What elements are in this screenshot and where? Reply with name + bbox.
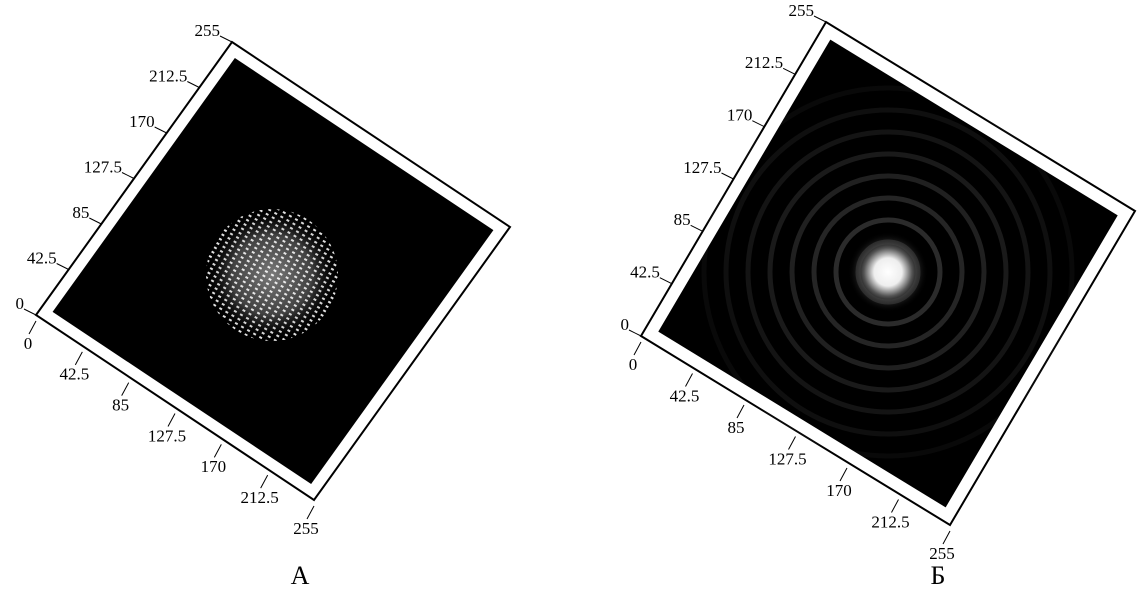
y-tick-label: 127.5 <box>683 158 721 177</box>
y-tick <box>187 82 199 88</box>
x-tick <box>307 506 314 519</box>
y-tick <box>691 225 703 231</box>
y-tick <box>814 16 826 22</box>
x-tick-label: 212.5 <box>871 512 909 531</box>
figure: 0 42.5 85 127.5 170 212.5 255 0 42.5 85 127.5 170 21… <box>0 0 1148 597</box>
y-tick-label: 42.5 <box>27 248 57 267</box>
x-tick-label: 212.5 <box>241 488 279 507</box>
speckle-glow <box>206 209 338 341</box>
y-tick <box>122 173 134 179</box>
y-tick <box>629 330 641 336</box>
page: {"chart_data": [ {"type": "surface", "xl… <box>0 0 1148 597</box>
y-tick <box>660 278 672 284</box>
y-tick-label: 170 <box>129 112 155 131</box>
y-tick-label: 85 <box>72 203 89 222</box>
y-tick-label: 255 <box>195 21 221 40</box>
x-tick <box>214 444 221 457</box>
y-tick <box>783 68 795 74</box>
core <box>848 232 928 312</box>
x-tick-label: 127.5 <box>768 449 806 468</box>
y-tick-label: 85 <box>674 210 691 229</box>
x-tick-label: 0 <box>24 334 33 353</box>
y-tick-label: 255 <box>789 1 815 20</box>
x-tick <box>168 414 175 427</box>
x-tick <box>943 531 950 544</box>
x-tick <box>686 374 693 387</box>
x-tick-label: 0 <box>629 355 638 374</box>
x-tick-label: 255 <box>293 519 319 538</box>
x-tick <box>737 405 744 418</box>
caption: Б <box>931 561 946 590</box>
x-tick <box>892 500 899 513</box>
y-tick <box>57 264 69 270</box>
y-tick <box>220 36 232 42</box>
x-tick-label: 42.5 <box>670 386 700 405</box>
x-tick <box>122 383 129 396</box>
x-tick <box>840 468 847 481</box>
y-tick-label: 170 <box>727 106 753 125</box>
y-tick-label: 0 <box>16 294 25 313</box>
y-tick <box>24 309 36 315</box>
x-tick-label: 42.5 <box>59 365 89 384</box>
x-tick-label: 85 <box>112 396 129 415</box>
x-tick <box>29 321 36 334</box>
x-tick <box>261 475 268 488</box>
y-tick <box>155 127 167 133</box>
y-tick-label: 212.5 <box>745 53 783 72</box>
x-tick-label: 85 <box>728 418 745 437</box>
x-tick-label: 127.5 <box>148 426 186 445</box>
caption: А <box>291 561 310 590</box>
y-tick <box>752 121 764 127</box>
y-tick-label: 0 <box>621 315 630 334</box>
y-tick-label: 127.5 <box>84 157 122 176</box>
x-tick-label: 170 <box>201 457 227 476</box>
x-tick <box>75 352 82 365</box>
x-tick <box>634 342 641 355</box>
y-tick <box>89 218 101 224</box>
y-tick-label: 42.5 <box>630 263 660 282</box>
y-tick-label: 212.5 <box>149 66 187 85</box>
x-tick-label: 170 <box>826 481 852 500</box>
x-tick <box>789 437 796 450</box>
